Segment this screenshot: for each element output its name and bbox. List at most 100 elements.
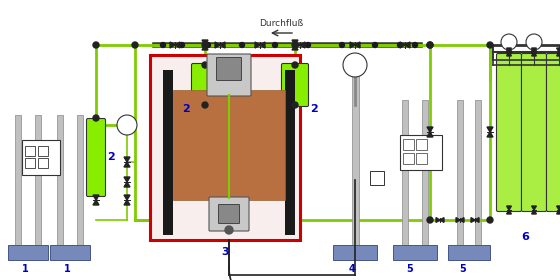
Bar [370, 171, 384, 185]
Polygon shape [93, 195, 99, 200]
Circle shape [427, 217, 433, 223]
Circle shape [413, 43, 418, 48]
Bar [403, 139, 414, 150]
Bar [15, 115, 21, 245]
Bar [57, 115, 63, 245]
Text: 2: 2 [107, 152, 115, 162]
Polygon shape [475, 218, 479, 222]
Bar [393, 245, 437, 260]
Polygon shape [202, 40, 208, 45]
Polygon shape [557, 48, 560, 52]
Bar [150, 55, 300, 240]
Polygon shape [124, 157, 130, 162]
Polygon shape [507, 210, 511, 214]
Circle shape [202, 102, 208, 108]
Bar [448, 245, 490, 260]
Polygon shape [427, 127, 433, 132]
Bar [422, 100, 428, 245]
Polygon shape [487, 127, 493, 132]
Bar [333, 245, 377, 260]
Polygon shape [557, 206, 560, 210]
Polygon shape [300, 42, 305, 48]
Polygon shape [355, 42, 360, 48]
Bar [8, 245, 48, 260]
Circle shape [93, 115, 99, 121]
FancyBboxPatch shape [218, 204, 240, 223]
Polygon shape [124, 162, 130, 167]
Bar [35, 115, 41, 245]
Circle shape [273, 43, 278, 48]
Circle shape [161, 43, 166, 48]
Circle shape [487, 217, 493, 223]
Circle shape [427, 42, 433, 48]
Circle shape [506, 50, 511, 55]
Polygon shape [436, 218, 440, 222]
Polygon shape [93, 200, 99, 205]
Polygon shape [507, 52, 511, 56]
Circle shape [292, 102, 298, 108]
Bar [38, 146, 48, 156]
Circle shape [240, 43, 245, 48]
Circle shape [132, 42, 138, 48]
Circle shape [427, 42, 433, 48]
Bar [77, 115, 83, 245]
FancyBboxPatch shape [86, 118, 105, 197]
FancyBboxPatch shape [217, 57, 241, 81]
Bar [25, 158, 35, 168]
Bar [416, 139, 427, 150]
Polygon shape [175, 42, 180, 48]
Bar [38, 158, 48, 168]
Polygon shape [440, 218, 444, 222]
Circle shape [93, 42, 99, 48]
FancyBboxPatch shape [547, 53, 560, 211]
Text: 1: 1 [64, 264, 71, 274]
FancyBboxPatch shape [521, 53, 547, 211]
Circle shape [180, 43, 184, 48]
FancyBboxPatch shape [282, 64, 309, 106]
Polygon shape [507, 48, 511, 52]
FancyBboxPatch shape [192, 64, 218, 106]
Circle shape [343, 53, 367, 77]
Text: 2: 2 [182, 104, 190, 114]
Circle shape [372, 43, 377, 48]
Circle shape [292, 62, 298, 68]
Text: 4: 4 [349, 264, 356, 274]
Text: 1: 1 [22, 264, 29, 274]
Polygon shape [295, 42, 300, 48]
Polygon shape [255, 42, 260, 48]
Polygon shape [507, 206, 511, 210]
Polygon shape [292, 40, 298, 45]
Circle shape [339, 43, 344, 48]
Circle shape [487, 42, 493, 48]
Polygon shape [170, 42, 175, 48]
Polygon shape [260, 42, 265, 48]
FancyBboxPatch shape [207, 54, 251, 96]
Text: 3: 3 [221, 247, 229, 257]
Bar [402, 100, 408, 245]
Bar [25, 146, 35, 156]
Circle shape [225, 226, 233, 234]
Bar [403, 153, 414, 164]
Circle shape [206, 43, 211, 48]
Polygon shape [400, 42, 405, 48]
Polygon shape [531, 52, 536, 56]
FancyBboxPatch shape [497, 53, 521, 211]
Polygon shape [531, 206, 536, 210]
Polygon shape [124, 195, 130, 200]
Polygon shape [292, 45, 298, 50]
Polygon shape [124, 200, 130, 205]
Bar [457, 100, 463, 245]
Polygon shape [531, 210, 536, 214]
Bar [22, 140, 60, 175]
Text: 5: 5 [460, 264, 466, 274]
Text: 6: 6 [521, 232, 529, 242]
Polygon shape [350, 42, 355, 48]
Polygon shape [215, 42, 220, 48]
Circle shape [501, 34, 517, 50]
Polygon shape [471, 218, 475, 222]
Bar [400, 135, 442, 170]
FancyBboxPatch shape [209, 197, 249, 231]
Circle shape [202, 62, 208, 68]
Polygon shape [427, 132, 433, 137]
Polygon shape [124, 177, 130, 182]
